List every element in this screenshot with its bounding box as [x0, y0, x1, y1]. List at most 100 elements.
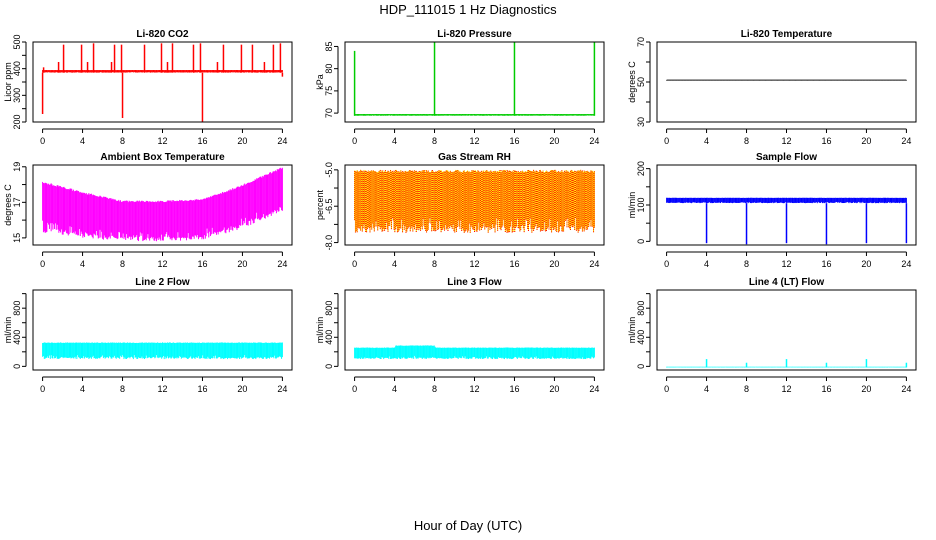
y-axis: 0 400 800	[636, 293, 651, 369]
x-tick-label: 24	[277, 259, 287, 269]
y-axis: -5.0 -6.5 -8.0	[324, 162, 339, 250]
x-tick-label: 20	[237, 384, 247, 394]
x-tick-label: 20	[861, 259, 871, 269]
x-tick-label: 16	[197, 136, 207, 146]
panel-title: Line 4 (LT) Flow	[749, 277, 825, 288]
y-tick-label: 85	[324, 41, 334, 51]
x-tick-label: 4	[392, 259, 397, 269]
x-tick-label: 0	[40, 384, 45, 394]
x-axis: 0 4 8 12 16 20 24	[664, 251, 911, 269]
y-tick-label: 17	[12, 197, 22, 207]
x-tick-label: 8	[432, 384, 437, 394]
y-axis-label: ml/min	[315, 317, 325, 344]
plot-frame	[656, 41, 917, 123]
y-tick-label: 75	[324, 86, 334, 96]
x-tick-label: 0	[352, 136, 357, 146]
x-axis: 0 4 8 12 16 20 24	[352, 376, 599, 394]
y-tick-label: 30	[636, 117, 646, 127]
y-axis-label: Licor ppm	[3, 62, 13, 102]
x-tick-label: 4	[704, 259, 709, 269]
x-tick-label: 4	[80, 136, 85, 146]
panel-3: Li-820 Temperature degrees C 0 4 8 12 16 20 24 30…	[627, 29, 917, 146]
x-tick-label: 24	[589, 259, 599, 269]
panel-8: Line 3 Flow ml/min 0 4 8 12 16 20 24 0 400 800	[315, 277, 605, 394]
y-axis-label: degrees C	[627, 61, 637, 103]
plot-frame	[656, 164, 917, 246]
y-axis-label: percent	[315, 189, 325, 220]
x-tick-label: 16	[821, 259, 831, 269]
x-tick-label: 8	[744, 259, 749, 269]
x-tick-label: 20	[549, 136, 559, 146]
x-tick-label: 24	[901, 384, 911, 394]
y-tick-label: 100	[636, 197, 646, 212]
x-tick-label: 16	[509, 259, 519, 269]
data-series	[666, 79, 907, 81]
x-tick-label: 12	[157, 384, 167, 394]
y-tick-label: 70	[324, 108, 334, 118]
y-axis: 0 400 800	[12, 293, 27, 369]
y-tick-label: 400	[12, 330, 22, 345]
x-tick-label: 12	[469, 259, 479, 269]
x-tick-label: 16	[197, 384, 207, 394]
x-tick-label: 12	[469, 136, 479, 146]
x-tick-label: 8	[744, 384, 749, 394]
x-tick-label: 8	[744, 136, 749, 146]
x-tick-label: 20	[237, 259, 247, 269]
y-tick-label: 0	[12, 364, 22, 369]
y-axis-label: ml/min	[3, 317, 13, 344]
panel-title: Sample Flow	[756, 152, 817, 163]
y-axis-label: ml/min	[627, 192, 637, 219]
y-tick-label: 400	[636, 330, 646, 345]
x-tick-label: 24	[901, 259, 911, 269]
data-series	[42, 342, 283, 360]
x-tick-label: 12	[157, 259, 167, 269]
data-series	[42, 167, 283, 242]
x-tick-label: 12	[157, 136, 167, 146]
y-tick-label: 0	[636, 364, 646, 369]
y-axis-label: ml/min	[627, 317, 637, 344]
x-tick-label: 12	[469, 384, 479, 394]
x-tick-label: 16	[821, 136, 831, 146]
x-tick-label: 4	[704, 384, 709, 394]
panel-title: Gas Stream RH	[438, 152, 511, 163]
plot-frame	[344, 164, 605, 246]
x-tick-label: 8	[432, 136, 437, 146]
x-tick-label: 4	[392, 136, 397, 146]
y-tick-label: -5.0	[324, 162, 334, 178]
plot-frame	[344, 289, 605, 371]
panel-title: Li-820 Temperature	[741, 29, 833, 40]
panel-title: Li-820 CO2	[136, 29, 189, 40]
data-series	[666, 359, 908, 368]
x-tick-label: 24	[277, 136, 287, 146]
panel-4: Ambient Box Temperature degrees C 0 4 8 12 16 2…	[3, 152, 293, 269]
x-tick-label: 8	[120, 384, 125, 394]
x-axis: 0 4 8 12 16 20 24	[40, 251, 287, 269]
x-tick-label: 16	[821, 384, 831, 394]
x-tick-label: 24	[589, 384, 599, 394]
panel-title: Line 3 Flow	[447, 277, 502, 288]
y-axis-label: degrees C	[3, 184, 13, 226]
x-tick-label: 0	[664, 136, 669, 146]
x-tick-label: 20	[861, 136, 871, 146]
panel-title: Li-820 Pressure	[437, 29, 512, 40]
x-axis: 0 4 8 12 16 20 24	[664, 128, 911, 146]
x-tick-label: 20	[549, 384, 559, 394]
x-axis-label: Hour of Day (UTC)	[413, 518, 523, 533]
y-tick-label: 500	[12, 34, 22, 49]
y-tick-label: 400	[12, 61, 22, 76]
x-tick-label: 8	[120, 259, 125, 269]
panel-1: Li-820 CO2 Licor ppm 0 4 8 12 16 20 24 200 300 400 5…	[3, 29, 293, 146]
plot-frame	[32, 164, 293, 246]
y-tick-label: 19	[12, 162, 22, 172]
data-series	[353, 42, 596, 116]
x-tick-label: 0	[40, 259, 45, 269]
plot-frame	[656, 289, 917, 371]
figure-title: HDP_111015 1 Hz Diagnostics	[379, 2, 557, 17]
x-tick-label: 16	[509, 136, 519, 146]
y-axis: 15 17 19	[12, 162, 27, 243]
x-tick-label: 16	[509, 384, 519, 394]
y-tick-label: 0	[324, 364, 334, 369]
data-series	[354, 169, 595, 233]
y-tick-label: -6.5	[324, 198, 334, 214]
